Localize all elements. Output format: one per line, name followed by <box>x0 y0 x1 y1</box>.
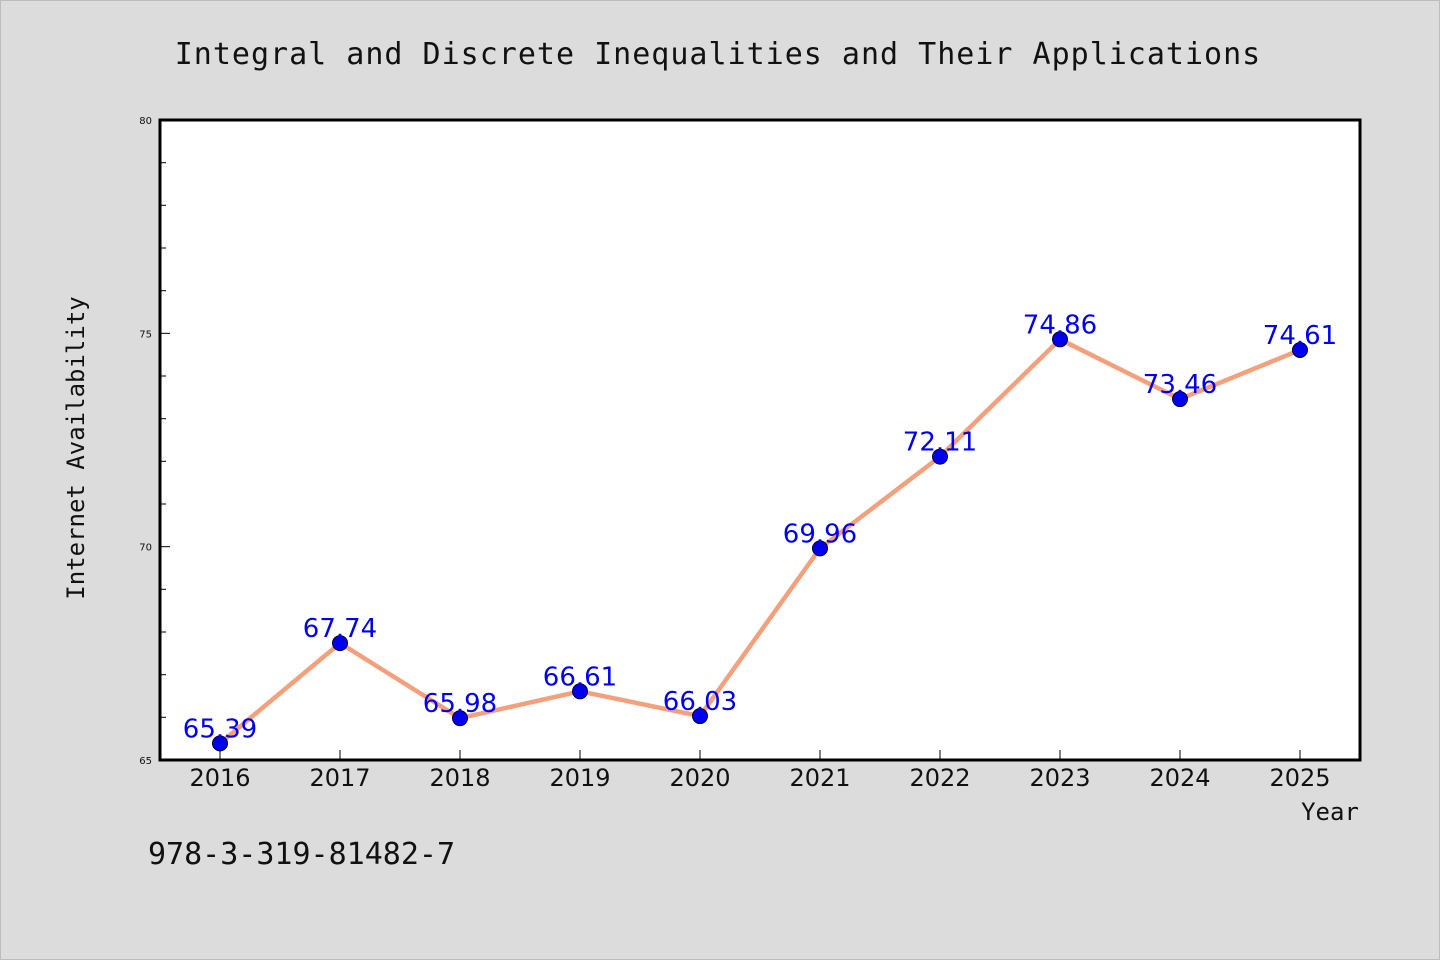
plot-frame <box>158 118 1362 762</box>
data-markers <box>212 331 1308 752</box>
x-axis-title: Year <box>1301 798 1359 826</box>
data-point <box>332 635 348 652</box>
x-tick-label: 2022 <box>909 764 970 792</box>
y-tick-label: 75 <box>139 329 152 340</box>
plot-area <box>160 120 1360 760</box>
y-tick-label: 70 <box>139 543 152 554</box>
chart-title: Integral and Discrete Inequalities and T… <box>175 37 1262 72</box>
data-label: 66.03 <box>663 687 737 717</box>
y-tick-label: 65 <box>139 756 152 767</box>
x-tick-label: 2021 <box>789 764 850 792</box>
data-label: 69.96 <box>783 519 857 549</box>
x-tick-label: 2024 <box>1149 764 1210 792</box>
data-label: 67.74 <box>303 614 377 644</box>
x-tick-label: 2017 <box>309 764 370 792</box>
data-point <box>1052 331 1068 348</box>
data-point <box>932 448 948 465</box>
y-axis-title: Internet Availability <box>62 296 90 599</box>
x-tick-label: 2018 <box>429 764 490 792</box>
data-label: 65.39 <box>183 714 257 744</box>
data-point <box>452 710 468 727</box>
x-tick-label: 2019 <box>549 764 610 792</box>
data-label: 65.98 <box>423 689 497 719</box>
x-tick-label: 2025 <box>1269 764 1330 792</box>
data-label: 74.86 <box>1023 310 1097 340</box>
data-label: 66.61 <box>543 662 617 692</box>
data-label: 72.11 <box>903 428 977 458</box>
data-labels: 65.39 67.74 65.98 66.61 66.03 69.96 72.11 74.86… <box>183 310 1337 744</box>
data-point <box>1172 391 1188 408</box>
isbn-footnote: 978-3-319-81482-7 <box>148 837 455 872</box>
data-point <box>812 540 828 557</box>
data-label: 73.46 <box>1143 370 1217 400</box>
x-tick-label: 2020 <box>669 764 730 792</box>
x-axis-ticks: 2016 2017 2018 2019 2020 2021 2022 2023 2024 2025 <box>189 750 1331 792</box>
data-point <box>212 735 228 752</box>
series-line <box>217 337 1303 746</box>
data-point <box>1292 341 1308 358</box>
data-label: 74.61 <box>1263 321 1337 351</box>
y-tick-label: 80 <box>139 116 152 127</box>
x-tick-label: 2023 <box>1029 764 1090 792</box>
data-point <box>692 708 708 725</box>
data-point <box>572 683 588 700</box>
x-tick-label: 2016 <box>189 764 250 792</box>
